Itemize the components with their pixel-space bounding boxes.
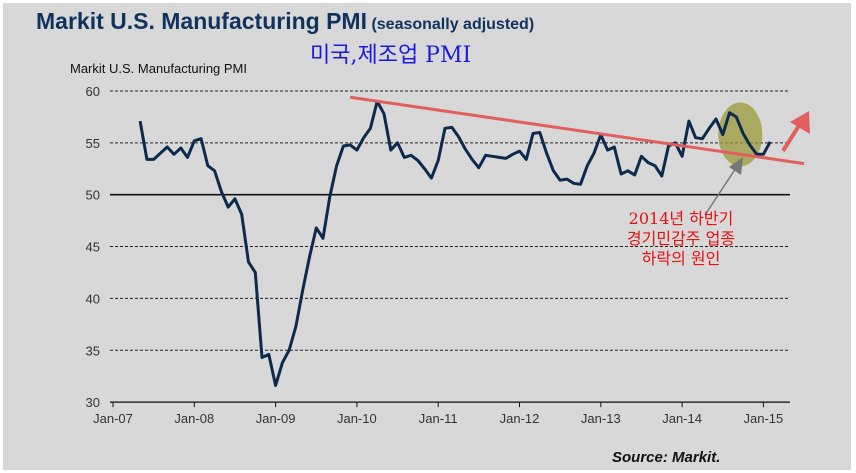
title-suffix: (seasonally adjusted) xyxy=(371,16,535,33)
annotation-note: 2014년 하반기 경기민감주 업종 하락의 원인 xyxy=(596,209,766,269)
x-tick-label: Jan-10 xyxy=(337,411,377,426)
x-tick-label: Jan-11 xyxy=(419,411,458,426)
annotation-line: 경기민감주 업종 xyxy=(626,229,736,248)
up-arrow-icon xyxy=(790,111,810,134)
x-tick-label: Jan-09 xyxy=(256,411,296,426)
pointer-arrow-shaft xyxy=(704,167,737,216)
x-tick-label: Jan-14 xyxy=(662,411,702,426)
y-axis-label: Markit U.S. Manufacturing PMI xyxy=(70,61,247,76)
pointer-arrow-icon xyxy=(729,157,743,175)
title-main: Markit U.S. Manufacturing PMI xyxy=(36,8,367,34)
up-arrow-shaft xyxy=(781,122,802,153)
y-tick-label: 60 xyxy=(86,84,100,99)
korean-title: 미국,제조업 PMI xyxy=(310,43,472,68)
y-tick-label: 30 xyxy=(86,395,100,410)
source-note: Source: Markit. xyxy=(612,449,721,466)
pmi-series-line xyxy=(138,99,772,387)
x-tick-label: Jan-13 xyxy=(581,411,621,426)
annotation-line: 2014년 하반기 xyxy=(628,209,734,228)
resistance-trendline xyxy=(349,95,805,166)
chart-panel xyxy=(3,3,851,470)
y-tick-label: 45 xyxy=(86,240,100,255)
y-tick-label: 50 xyxy=(86,188,100,203)
x-tick-label: Jan-15 xyxy=(744,411,784,426)
x-tick-label: Jan-08 xyxy=(174,411,214,426)
chart-title: Markit U.S. Manufacturing PMI (seasonall… xyxy=(36,8,534,35)
x-tick-label: Jan-12 xyxy=(500,411,540,426)
y-tick-label: 40 xyxy=(86,291,100,306)
y-tick-label: 35 xyxy=(86,343,100,358)
y-tick-label: 55 xyxy=(86,136,100,151)
annotation-line: 하락의 원인 xyxy=(641,249,721,268)
x-tick-label: Jan-07 xyxy=(93,411,133,426)
